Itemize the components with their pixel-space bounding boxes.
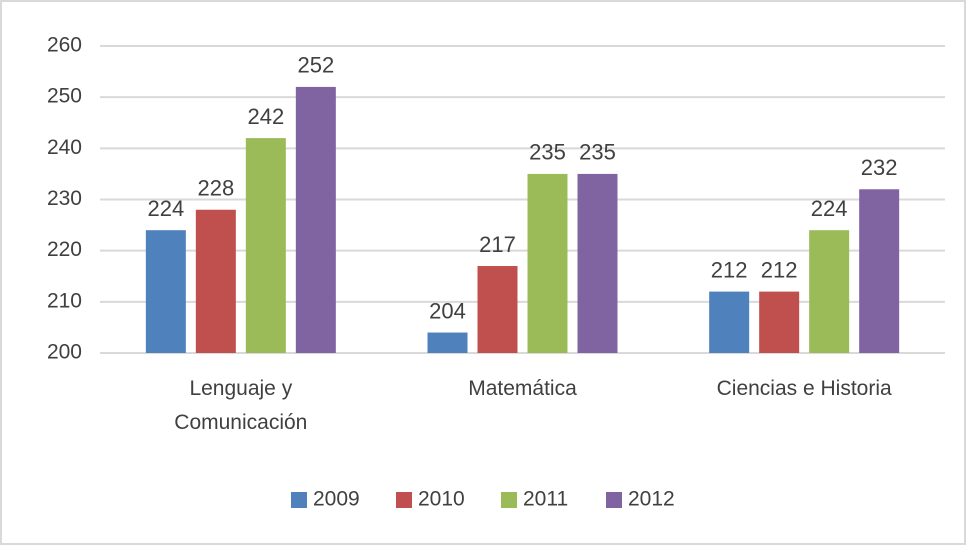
data-label: 228 [197, 176, 234, 201]
data-label: 217 [479, 232, 516, 257]
y-tick-label: 240 [47, 136, 82, 159]
x-tick-label: Lenguaje y Comunicación [174, 377, 308, 434]
data-label: 212 [711, 257, 748, 282]
bar [427, 332, 468, 353]
y-tick-label: 260 [47, 34, 82, 57]
x-tick-label-box: Matemática [468, 377, 577, 400]
legend-swatch [291, 492, 307, 508]
legend-label: 2009 [313, 488, 360, 511]
bar [295, 86, 336, 353]
legend-label: 2011 [523, 488, 568, 511]
bar [477, 266, 518, 353]
bar [709, 291, 750, 353]
bar [759, 291, 800, 353]
y-tick-label: 200 [47, 341, 82, 364]
x-tick-label-box: Ciencias e Historia [716, 377, 892, 400]
data-label: 224 [811, 196, 848, 221]
y-tick-label: 230 [47, 187, 82, 210]
data-label: 232 [861, 155, 898, 180]
bar [145, 230, 186, 353]
x-tick-label: Matemática [468, 377, 577, 400]
bar [527, 173, 568, 353]
legend-label: 2010 [418, 488, 465, 511]
bar [195, 209, 236, 353]
y-tick-label: 250 [47, 85, 82, 108]
data-label: 235 [529, 140, 566, 165]
data-label: 224 [147, 196, 184, 221]
x-tick-label-box: Lenguaje y Comunicación [174, 377, 308, 434]
legend-label: 2012 [628, 488, 675, 511]
bar [859, 189, 900, 353]
y-tick-label: 210 [47, 289, 82, 312]
y-tick-label: 220 [47, 238, 82, 261]
legend-swatch [606, 492, 622, 508]
data-label: 212 [761, 257, 798, 282]
x-tick-label: Ciencias e Historia [716, 377, 892, 400]
data-label: 204 [429, 298, 466, 323]
legend-swatch [396, 492, 412, 508]
data-label: 252 [297, 53, 334, 78]
bar [577, 173, 618, 353]
data-label: 235 [579, 140, 616, 165]
bar [245, 138, 286, 353]
data-label: 242 [247, 104, 284, 129]
legend-swatch [501, 492, 517, 508]
bar [809, 230, 850, 353]
